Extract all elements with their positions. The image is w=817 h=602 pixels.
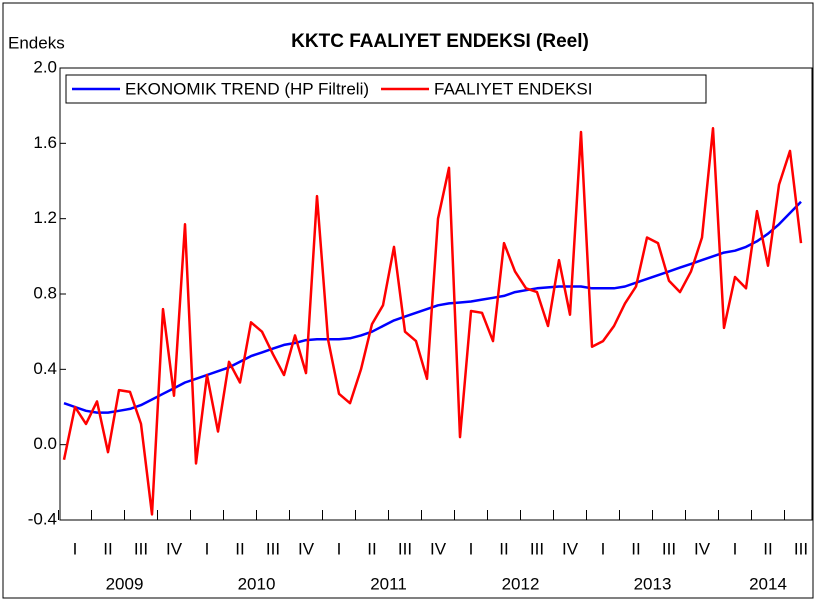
- year-label: 2011: [370, 574, 407, 593]
- x-tick-label: III: [134, 539, 148, 558]
- y-tick-label: 0.0: [33, 434, 57, 453]
- y-tick-label: 1.2: [33, 208, 57, 227]
- x-tick-label: IV: [694, 539, 711, 558]
- y-axis-label: Endeks: [8, 33, 65, 52]
- x-tick-label: II: [103, 539, 112, 558]
- x-tick-label: III: [794, 539, 808, 558]
- x-tick-label: III: [266, 539, 280, 558]
- x-tick-label: III: [530, 539, 544, 558]
- x-tick-label: I: [733, 539, 738, 558]
- y-tick-label: 2.0: [33, 57, 57, 76]
- legend-label: EKONOMIK TREND (HP Filtreli): [125, 79, 369, 98]
- y-tick-label: -0.4: [28, 509, 57, 528]
- year-label: 2010: [238, 574, 276, 593]
- x-tick-label: IV: [430, 539, 447, 558]
- year-label: 2009: [106, 574, 144, 593]
- x-tick-label: IV: [562, 539, 579, 558]
- x-tick-label: I: [469, 539, 474, 558]
- x-tick-label: II: [367, 539, 376, 558]
- year-label: 2014: [749, 574, 787, 593]
- x-tick-label: I: [205, 539, 210, 558]
- legend-label: FAALIYET ENDEKSI: [434, 79, 592, 98]
- y-tick-label: 0.4: [33, 359, 57, 378]
- x-tick-label: IV: [166, 539, 183, 558]
- series-line: [62, 127, 803, 516]
- year-label: 2012: [502, 574, 540, 593]
- x-tick-label: I: [601, 539, 606, 558]
- x-tick-label: II: [631, 539, 640, 558]
- x-tick-label: I: [73, 539, 78, 558]
- x-tick-label: III: [662, 539, 676, 558]
- y-tick-label: 1.6: [33, 133, 57, 152]
- x-tick-label: IV: [298, 539, 315, 558]
- year-label: 2013: [634, 574, 672, 593]
- x-tick-label: II: [499, 539, 508, 558]
- x-tick-label: II: [235, 539, 244, 558]
- x-tick-label: I: [337, 539, 342, 558]
- y-tick-label: 0.8: [33, 283, 57, 302]
- x-tick-label: II: [763, 539, 772, 558]
- chart-title: KKTC FAALIYET ENDEKSI (Reel): [291, 31, 589, 52]
- x-tick-label: III: [398, 539, 412, 558]
